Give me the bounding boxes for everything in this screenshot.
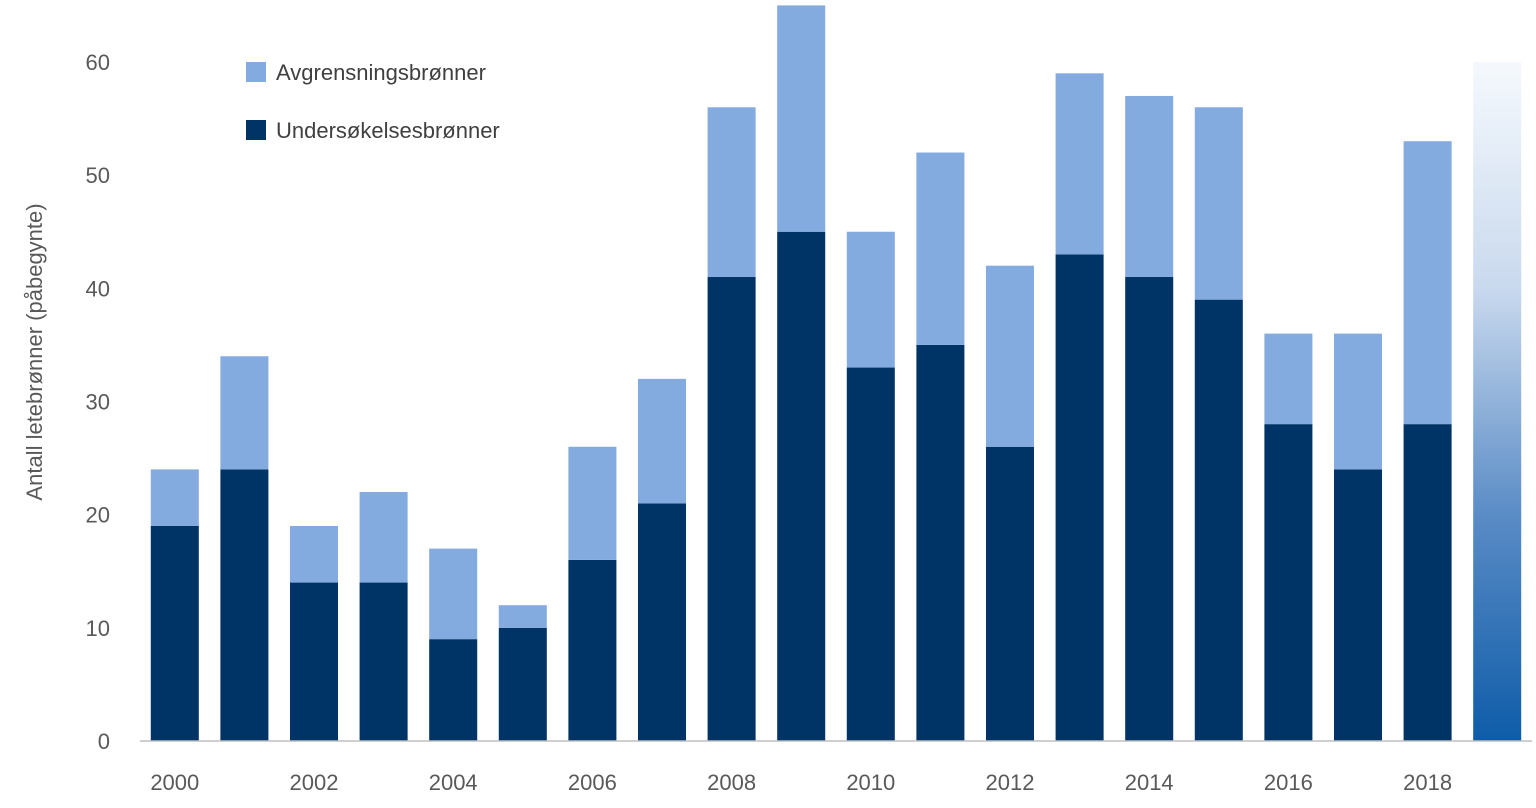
x-tick-label-2014: 2014 — [1125, 770, 1174, 795]
bar-undersokelse-2016 — [1264, 424, 1313, 741]
legend-label-undersokelse: Undersøkelsesbrønner — [276, 118, 500, 143]
y-axis-title: Antall letebrønner (påbegynte) — [22, 203, 47, 500]
x-tick-label-2010: 2010 — [846, 770, 895, 795]
bar-undersokelse-2014 — [1125, 277, 1174, 741]
bar-avgrensning-2006 — [568, 446, 617, 560]
legend-swatch-avgrensning — [246, 62, 266, 82]
bar-avgrensning-2017 — [1333, 333, 1383, 470]
y-tick-label-40: 40 — [86, 276, 110, 301]
bar-avgrensning-2005 — [498, 605, 547, 628]
bar-undersokelse-2002 — [289, 582, 339, 741]
x-tick-label-2000: 2000 — [150, 770, 199, 795]
bar-undersokelse-2011 — [916, 344, 965, 741]
bar-avgrensning-2013 — [1055, 73, 1104, 255]
y-tick-label-50: 50 — [86, 163, 110, 188]
bar-undersokelse-2006 — [568, 559, 617, 741]
x-tick-label-2006: 2006 — [568, 770, 617, 795]
x-tick-labels: 2000 2002 2004 2006 2008 2010 2012 2014 2016 2018 — [150, 770, 1452, 795]
x-tick-label-2018: 2018 — [1403, 770, 1452, 795]
bar-avgrensning-2009 — [777, 5, 826, 232]
bar-undersokelse-2005 — [498, 627, 547, 741]
y-tick-label-60: 60 — [86, 50, 110, 75]
bar-undersokelse-2003 — [359, 582, 408, 741]
bar-forecast-2019 — [1473, 62, 1522, 741]
legend: Avgrensningsbrønner Undersøkelsesbrønner — [246, 60, 500, 143]
bar-avgrensning-2004 — [429, 548, 478, 640]
bar-undersokelse-2018 — [1403, 424, 1452, 741]
bar-undersokelse-2015 — [1194, 299, 1243, 741]
bar-avgrensning-2003 — [359, 492, 408, 583]
bar-avgrensning-2007 — [637, 378, 687, 504]
bars-layer — [150, 5, 1522, 741]
bar-avgrensning-2010 — [846, 231, 895, 368]
bar-avgrensning-2015 — [1194, 107, 1243, 300]
x-tick-label-2008: 2008 — [707, 770, 756, 795]
bar-avgrensning-2011 — [916, 152, 965, 345]
x-tick-label-2012: 2012 — [986, 770, 1035, 795]
bar-undersokelse-2004 — [429, 639, 478, 741]
x-tick-label-2016: 2016 — [1264, 770, 1313, 795]
bar-undersokelse-2017 — [1333, 469, 1383, 741]
legend-swatch-undersokelse — [246, 120, 266, 140]
bar-undersokelse-2013 — [1055, 254, 1104, 741]
bar-undersokelse-2009 — [777, 231, 826, 741]
bar-undersokelse-2012 — [985, 446, 1035, 741]
bar-avgrensning-2000 — [150, 469, 199, 526]
y-tick-label-20: 20 — [86, 503, 110, 528]
bar-avgrensning-2014 — [1125, 95, 1174, 278]
bar-undersokelse-2008 — [707, 277, 756, 741]
bar-undersokelse-2001 — [220, 469, 269, 741]
bar-avgrensning-2001 — [220, 356, 269, 470]
bar-undersokelse-2010 — [846, 367, 895, 741]
bar-undersokelse-2000 — [150, 525, 199, 741]
y-tick-label-0: 0 — [98, 729, 110, 754]
bar-avgrensning-2002 — [289, 525, 339, 583]
x-tick-label-2004: 2004 — [429, 770, 478, 795]
bar-avgrensning-2018 — [1403, 141, 1452, 425]
x-tick-label-2002: 2002 — [290, 770, 339, 795]
bar-undersokelse-2007 — [637, 503, 687, 741]
legend-label-avgrensning: Avgrensningsbrønner — [276, 60, 486, 85]
y-tick-label-30: 30 — [86, 390, 110, 415]
bar-avgrensning-2016 — [1264, 333, 1313, 425]
bar-avgrensning-2008 — [707, 107, 756, 278]
bar-avgrensning-2012 — [985, 265, 1035, 447]
y-tick-label-10: 10 — [86, 616, 110, 641]
y-tick-labels: 0 10 20 30 40 50 60 — [86, 50, 110, 754]
